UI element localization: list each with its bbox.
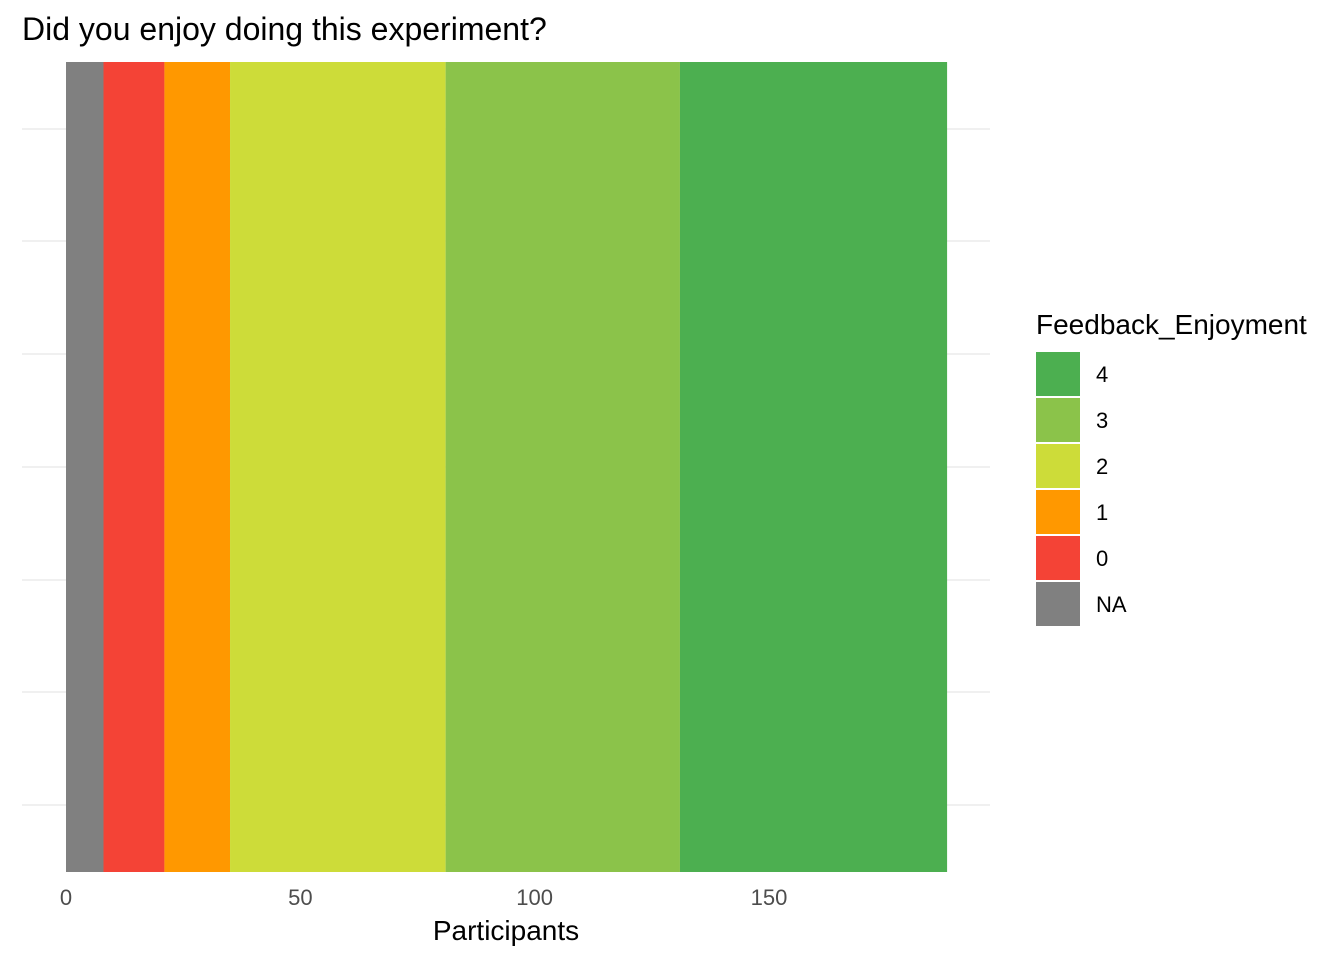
bar-segment-2 (230, 62, 446, 872)
legend-key-2 (1036, 444, 1080, 488)
x-tick-label-100: 100 (516, 885, 553, 910)
x-tick-label-50: 50 (288, 885, 312, 910)
x-tick-label-150: 150 (751, 885, 788, 910)
x-axis-title: Participants (433, 915, 579, 946)
bar-segment-4 (679, 62, 948, 872)
x-tick-label-0: 0 (60, 885, 72, 910)
legend-title: Feedback_Enjoyment (1036, 309, 1307, 340)
legend-label-1: 1 (1096, 500, 1108, 525)
legend-key-3 (1036, 398, 1080, 442)
legend-label-2: 2 (1096, 454, 1108, 479)
legend-label-4: 4 (1096, 362, 1108, 387)
legend-label-0: 0 (1096, 546, 1108, 571)
legend-label-3: 3 (1096, 408, 1108, 433)
bar-segment-3 (445, 62, 680, 872)
legend-label-na: NA (1096, 592, 1127, 617)
bar-segment-na (66, 62, 104, 872)
legend: 4 3 2 1 0 NA (1036, 352, 1127, 626)
x-tick-labels: 0 50 100 150 (60, 885, 787, 910)
legend-key-0 (1036, 536, 1080, 580)
legend-key-4 (1036, 352, 1080, 396)
bar-segments (66, 62, 948, 872)
chart-title: Did you enjoy doing this experiment? (22, 11, 547, 47)
legend-key-1 (1036, 490, 1080, 534)
legend-key-na (1036, 582, 1080, 626)
bar-segment-1 (164, 62, 231, 872)
bar-segment-0 (103, 62, 165, 872)
